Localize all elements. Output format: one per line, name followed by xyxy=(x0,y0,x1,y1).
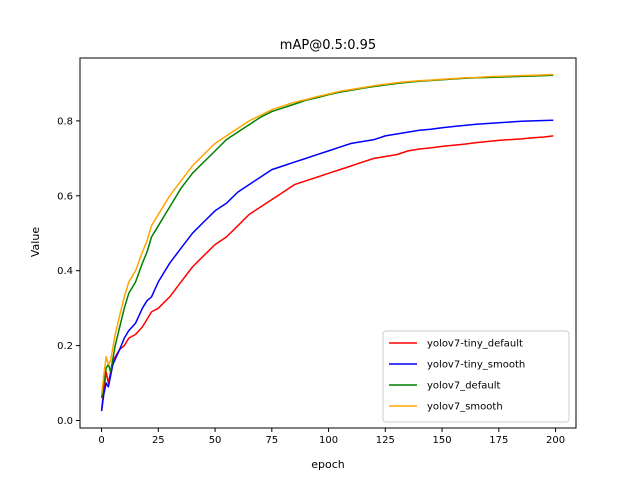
legend-box xyxy=(382,330,570,423)
y-tick-label: 0.0 xyxy=(57,416,73,427)
legend-entry-label: yolov7-tiny_smooth xyxy=(427,360,525,371)
series-line-3 xyxy=(100,73,554,395)
x-tick-label: 150 xyxy=(433,435,452,446)
x-tick-label: 0 xyxy=(98,435,104,446)
y-axis-label: Value xyxy=(29,227,42,257)
y-tick-label: 0.2 xyxy=(57,341,73,352)
x-tick-label: 50 xyxy=(209,435,222,446)
x-tick-label: 200 xyxy=(546,435,565,446)
legend-entry-label: yolov7_default xyxy=(427,381,500,392)
x-axis-label: epoch xyxy=(311,458,345,471)
series-line-0 xyxy=(100,135,554,410)
legend: yolov7-tiny_default yolov7-tiny_smoothyol… xyxy=(382,330,570,423)
x-tick-label: 175 xyxy=(489,435,508,446)
x-tick-label: 25 xyxy=(152,435,165,446)
x-tick-label: 125 xyxy=(376,435,395,446)
y-tick-label: 0.8 xyxy=(57,116,73,127)
y-tick-label: 0.4 xyxy=(57,266,73,277)
series-line-1 xyxy=(100,119,554,412)
plot-area xyxy=(100,73,554,412)
y-axis: 0.0 0.2 0.4 0.6 0.8 xyxy=(57,116,80,427)
y-tick-label: 0.6 xyxy=(57,191,73,202)
legend-entry-label: yolov7-tiny_default xyxy=(427,339,523,350)
x-tick-label: 75 xyxy=(265,435,278,446)
chart-title: mAP@0.5:0.95 xyxy=(280,38,376,53)
legend-entry-label: yolov7_smooth xyxy=(427,402,503,413)
plot-frame xyxy=(79,57,577,429)
x-tick-label: 100 xyxy=(319,435,338,446)
x-axis: 0 25 50 75 100 125 150 175 200 xyxy=(98,428,565,446)
